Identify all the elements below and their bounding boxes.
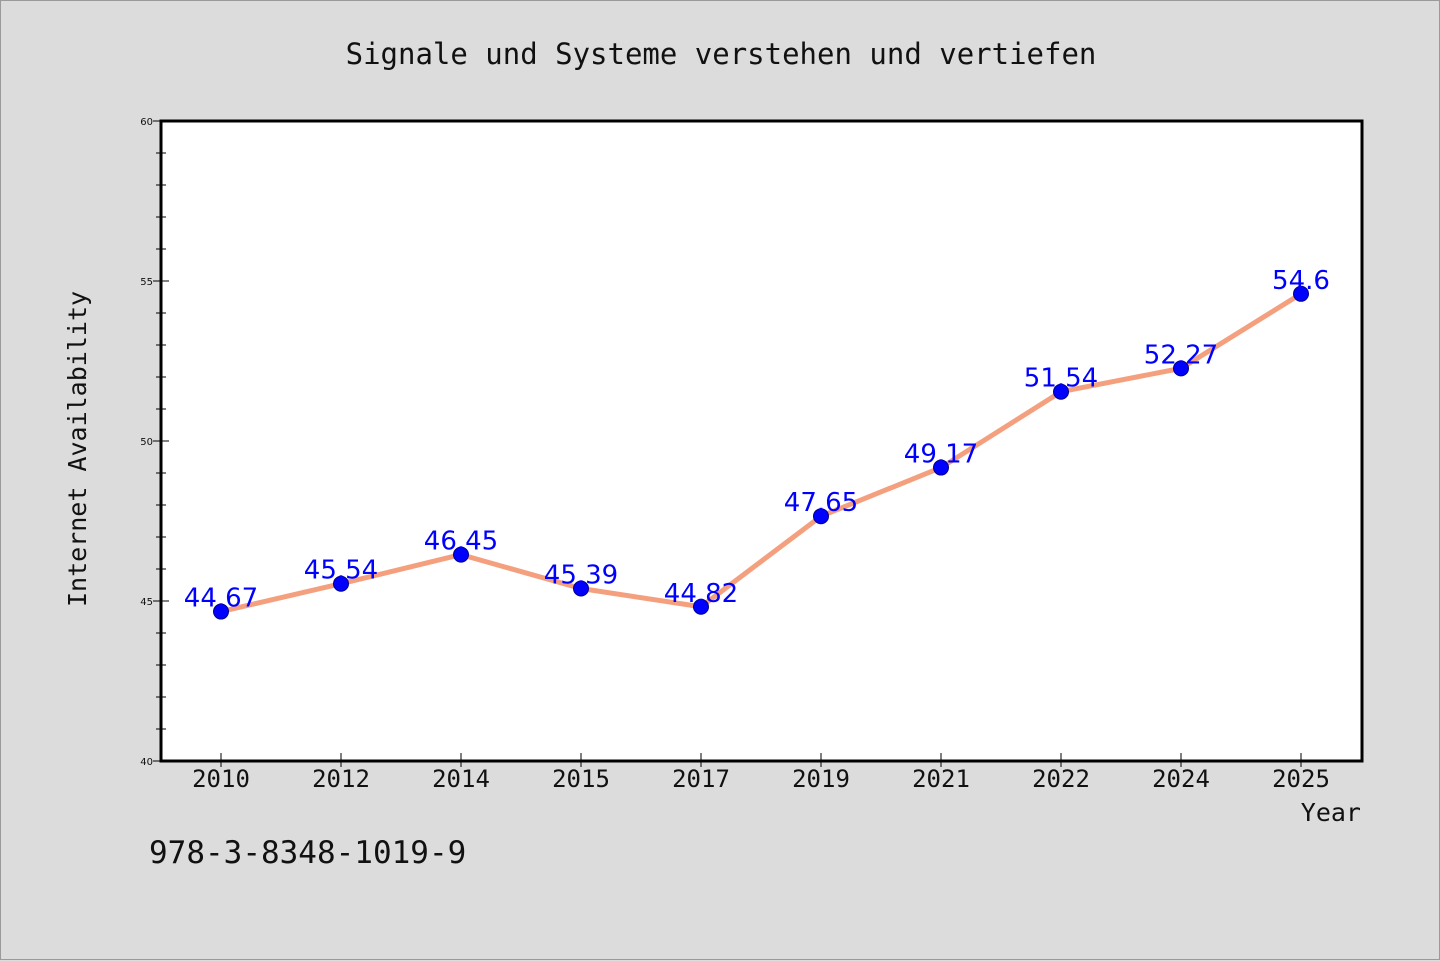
data-label: 49.17	[904, 440, 978, 470]
x-tick-label: 2019	[792, 765, 850, 793]
x-tick-label: 2022	[1032, 765, 1090, 793]
data-point	[1173, 360, 1189, 377]
data-point	[453, 546, 469, 563]
isbn-text: 978-3-8348-1019-9	[149, 835, 467, 871]
x-tick-label: 2010	[192, 765, 250, 793]
data-label: 54.6	[1272, 266, 1330, 296]
x-tick-label: 2024	[1152, 765, 1210, 793]
data-label: 51.54	[1024, 364, 1098, 394]
y-tick-label: 50	[140, 437, 153, 448]
y-tick-label: 55	[140, 277, 153, 288]
plot-frame	[159, 119, 1364, 763]
data-label: 47.65	[784, 488, 858, 518]
data-point	[693, 598, 709, 615]
data-point	[933, 459, 949, 476]
y-tick-label: 40	[140, 757, 153, 768]
data-label: 44.67	[184, 584, 258, 614]
x-tick-label: 2014	[432, 765, 490, 793]
x-axis-label: Year	[1301, 798, 1361, 827]
data-point	[573, 580, 589, 597]
data-point	[813, 508, 829, 525]
data-label: 45.39	[544, 561, 618, 591]
data-point	[1053, 383, 1069, 400]
y-axis-label: Internet Availability	[63, 291, 92, 607]
data-label: 44.82	[664, 579, 738, 609]
data-point	[1293, 285, 1309, 302]
x-tick-label: 2012	[312, 765, 370, 793]
data-label: 46.45	[424, 527, 498, 557]
x-tick-label: 2017	[672, 765, 730, 793]
data-label: 45.54	[304, 556, 378, 586]
data-label: 52.27	[1144, 340, 1218, 370]
plot-area	[161, 121, 1362, 761]
y-tick-label: 45	[140, 597, 153, 608]
x-axis: 2010 2012 2014 2015 2017 2019 2021 2022 2024 2025	[192, 753, 1330, 793]
data-point	[333, 575, 349, 592]
y-tick-label: 60	[140, 117, 153, 128]
data-labels: 44.67 45.54 46.45 45.39 44.82 47.65 49.17 51.54…	[184, 266, 1330, 614]
x-tick-label: 2015	[552, 765, 610, 793]
x-tick-label: 2025	[1272, 765, 1330, 793]
series-line	[218, 291, 1304, 615]
x-tick-label: 2021	[912, 765, 970, 793]
data-series	[213, 285, 1309, 620]
data-point	[213, 603, 229, 620]
chart-title: Signale und Systeme verstehen und vertie…	[346, 37, 1097, 71]
